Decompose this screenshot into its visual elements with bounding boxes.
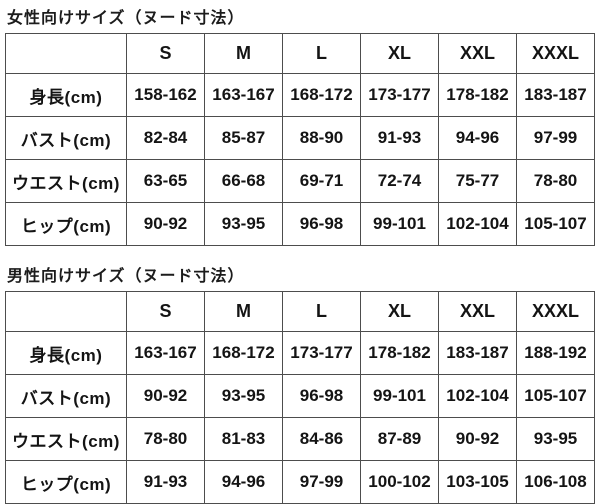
measurement-value: 97-99	[516, 116, 595, 160]
measurement-value: 102-104	[438, 202, 517, 246]
measurement-value: 85-87	[204, 116, 283, 160]
measurement-row: 身長(cm) 163-167 168-172 173-177 178-182 183-18…	[5, 331, 595, 375]
measurement-value: 99-101	[360, 202, 439, 246]
measurement-value: 173-177	[282, 331, 361, 375]
measurement-value: 168-172	[204, 331, 283, 375]
measurement-value: 178-182	[438, 73, 517, 117]
measurement-label: 身長(cm)	[5, 73, 127, 117]
measurement-row: ウエスト(cm) 63-65 66-68 69-71 72-74 75-77 78-80	[5, 159, 595, 203]
size-column-header: XXXL	[516, 291, 595, 332]
womens-size-table: S M L XL XXL XXXL 身長(cm) 158-162 163-167 168-172…	[5, 33, 595, 246]
size-header-row: S M L XL XXL XXXL	[5, 33, 595, 74]
corner-cell	[5, 33, 127, 74]
measurement-value: 87-89	[360, 417, 439, 461]
measurement-value: 91-93	[126, 460, 205, 504]
measurement-value: 105-107	[516, 374, 595, 418]
measurement-value: 66-68	[204, 159, 283, 203]
measurement-value: 103-105	[438, 460, 517, 504]
measurement-value: 82-84	[126, 116, 205, 160]
measurement-value: 81-83	[204, 417, 283, 461]
measurement-value: 78-80	[126, 417, 205, 461]
size-column-header: M	[204, 291, 283, 332]
measurement-value: 188-192	[516, 331, 595, 375]
measurement-row: ウエスト(cm) 78-80 81-83 84-86 87-89 90-92 93-95	[5, 417, 595, 461]
measurement-label: ウエスト(cm)	[5, 159, 127, 203]
measurement-value: 163-167	[126, 331, 205, 375]
size-column-header: L	[282, 291, 361, 332]
measurement-value: 96-98	[282, 202, 361, 246]
womens-size-table-header: S M L XL XXL XXXL	[5, 33, 595, 74]
measurement-label: 身長(cm)	[5, 331, 127, 375]
measurement-value: 84-86	[282, 417, 361, 461]
measurement-value: 100-102	[360, 460, 439, 504]
size-column-header: L	[282, 33, 361, 74]
measurement-value: 99-101	[360, 374, 439, 418]
measurement-label: ヒップ(cm)	[5, 460, 127, 504]
measurement-value: 90-92	[438, 417, 517, 461]
size-column-header: XXL	[438, 291, 517, 332]
measurement-value: 94-96	[204, 460, 283, 504]
measurement-value: 183-187	[438, 331, 517, 375]
mens-size-table-header: S M L XL XXL XXXL	[5, 291, 595, 332]
measurement-value: 106-108	[516, 460, 595, 504]
size-column-header: M	[204, 33, 283, 74]
measurement-value: 102-104	[438, 374, 517, 418]
measurement-row: バスト(cm) 90-92 93-95 96-98 99-101 102-104 105-1…	[5, 374, 595, 418]
measurement-row: ヒップ(cm) 90-92 93-95 96-98 99-101 102-104 105-1…	[5, 202, 595, 246]
measurement-value: 163-167	[204, 73, 283, 117]
measurement-value: 105-107	[516, 202, 595, 246]
mens-size-title: 男性向けサイズ（ヌード寸法）	[7, 268, 245, 285]
measurement-value: 183-187	[516, 73, 595, 117]
measurement-value: 178-182	[360, 331, 439, 375]
measurement-value: 88-90	[282, 116, 361, 160]
size-column-header: XL	[360, 291, 439, 332]
measurement-value: 63-65	[126, 159, 205, 203]
measurement-value: 91-93	[360, 116, 439, 160]
measurement-row: 身長(cm) 158-162 163-167 168-172 173-177 178-18…	[5, 73, 595, 117]
measurement-value: 93-95	[204, 374, 283, 418]
measurement-value: 97-99	[282, 460, 361, 504]
measurement-value: 72-74	[360, 159, 439, 203]
size-column-header: XXXL	[516, 33, 595, 74]
size-column-header: XXL	[438, 33, 517, 74]
womens-size-section: 女性向けサイズ（ヌード寸法） S M L XL XXL XXXL 身長(cm) 158-16…	[5, 0, 597, 246]
womens-size-title: 女性向けサイズ（ヌード寸法）	[7, 10, 245, 27]
mens-size-table-body: 身長(cm) 163-167 168-172 173-177 178-182 183-18…	[5, 331, 595, 504]
measurement-value: 78-80	[516, 159, 595, 203]
measurement-value: 168-172	[282, 73, 361, 117]
womens-size-table-body: 身長(cm) 158-162 163-167 168-172 173-177 178-18…	[5, 73, 595, 246]
measurement-value: 173-177	[360, 73, 439, 117]
measurement-value: 93-95	[204, 202, 283, 246]
size-column-header: S	[126, 33, 205, 74]
measurement-value: 96-98	[282, 374, 361, 418]
measurement-row: バスト(cm) 82-84 85-87 88-90 91-93 94-96 97-99	[5, 116, 595, 160]
measurement-value: 69-71	[282, 159, 361, 203]
measurement-value: 90-92	[126, 202, 205, 246]
measurement-row: ヒップ(cm) 91-93 94-96 97-99 100-102 103-105 106-…	[5, 460, 595, 504]
measurement-value: 158-162	[126, 73, 205, 117]
mens-size-table: S M L XL XXL XXXL 身長(cm) 163-167 168-172 173-177…	[5, 291, 595, 504]
size-column-header: S	[126, 291, 205, 332]
mens-size-section: 男性向けサイズ（ヌード寸法） S M L XL XXL XXXL 身長(cm) 163-16…	[5, 246, 597, 504]
size-column-header: XL	[360, 33, 439, 74]
measurement-value: 75-77	[438, 159, 517, 203]
measurement-value: 90-92	[126, 374, 205, 418]
measurement-value: 93-95	[516, 417, 595, 461]
corner-cell	[5, 291, 127, 332]
measurement-label: バスト(cm)	[5, 116, 127, 160]
measurement-label: ウエスト(cm)	[5, 417, 127, 461]
measurement-label: バスト(cm)	[5, 374, 127, 418]
measurement-value: 94-96	[438, 116, 517, 160]
size-header-row: S M L XL XXL XXXL	[5, 291, 595, 332]
measurement-label: ヒップ(cm)	[5, 202, 127, 246]
